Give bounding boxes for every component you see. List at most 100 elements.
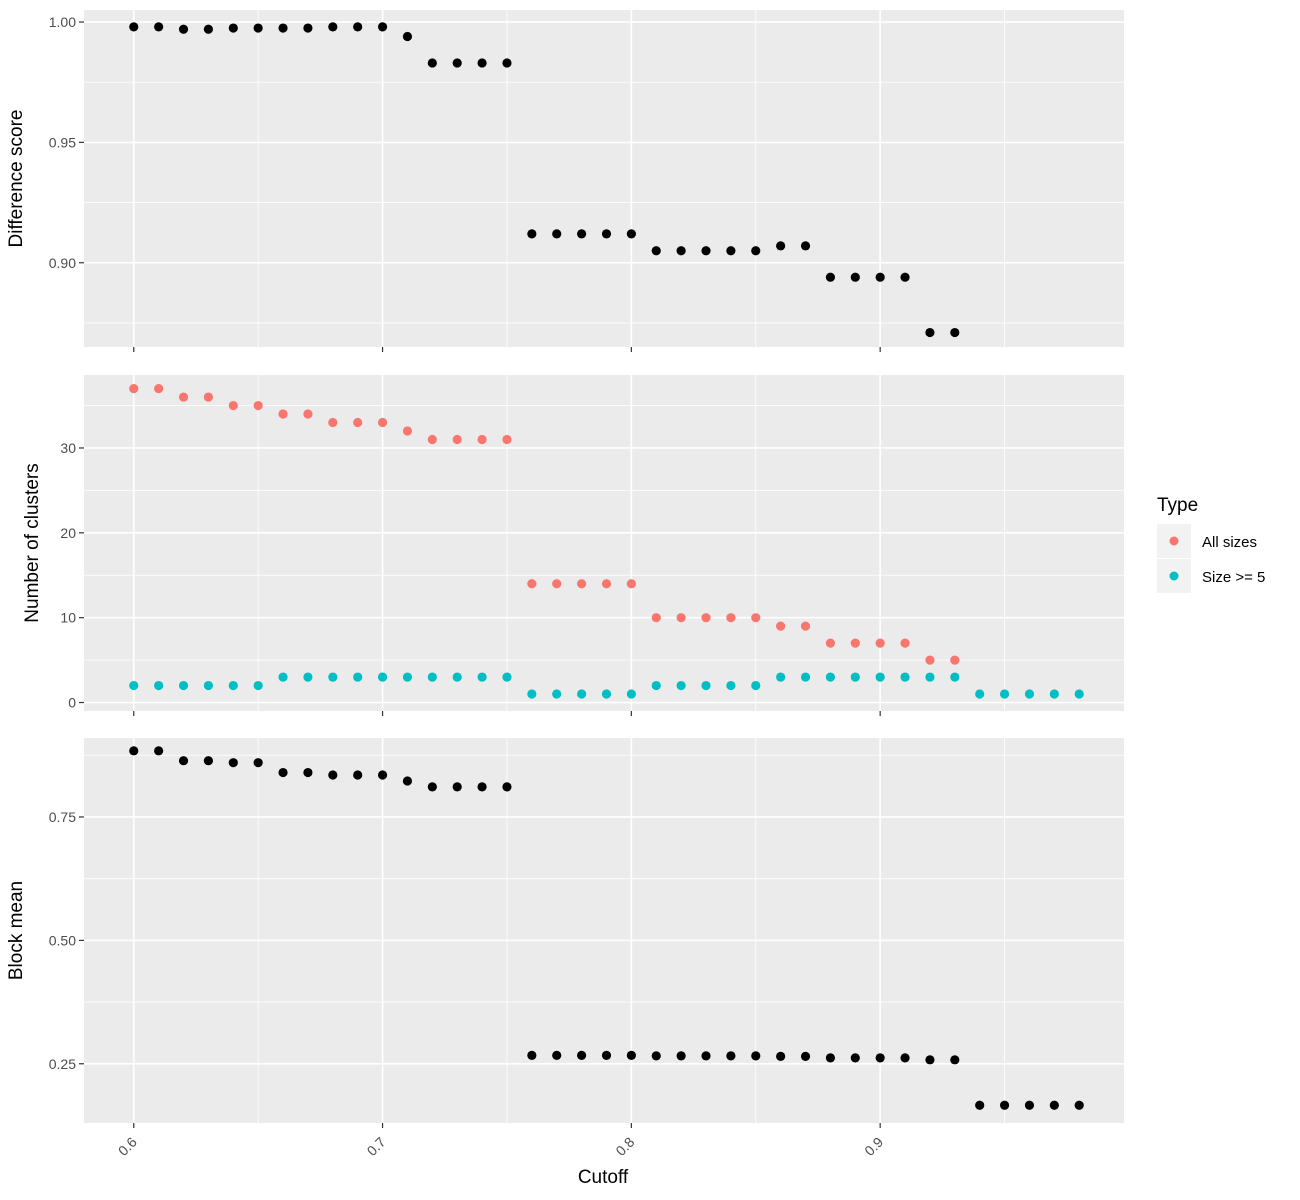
y-tick-label: 1.00 [49,14,76,30]
y-tick-label: 0.75 [49,809,76,825]
data-point [278,672,288,682]
data-point [701,680,711,691]
data-point [776,672,786,682]
data-point [178,680,189,691]
data-point [850,272,860,282]
data-point [626,689,636,699]
y-axis-title: Block mean [6,881,27,980]
data-point [875,672,885,682]
data-point [577,1050,587,1060]
legend-label-size-ge-5: Size >= 5 [1202,569,1265,586]
data-point [203,392,214,402]
data-point [552,1050,562,1060]
panel-background [84,375,1124,711]
data-point [875,638,885,648]
data-point [651,680,661,691]
data-point [776,241,786,251]
data-point [825,672,836,682]
data-point [353,417,363,428]
data-point [154,22,164,32]
data-point [303,767,313,778]
data-point [751,680,761,691]
data-point [502,434,512,445]
data-point [452,58,462,68]
data-point [427,782,437,792]
data-point [676,680,686,691]
data-point [154,746,164,756]
data-point [800,241,811,251]
data-point [825,272,836,282]
data-point [900,672,910,682]
data-point [427,434,437,445]
data-point [353,22,363,32]
data-point [1024,689,1035,699]
data-point [875,272,885,282]
data-point [552,229,562,239]
data-point [402,31,413,42]
data-point [129,22,139,32]
data-point [129,746,139,756]
data-point [527,229,537,239]
data-point [975,1100,985,1110]
data-point [950,672,960,682]
y-tick-label: 30 [60,440,76,456]
panel-background [84,10,1124,347]
data-point [477,58,487,68]
data-point [377,417,388,428]
data-point [701,613,711,623]
panel-1: 0.90 0.95 1.00 Difference score [6,10,1124,352]
data-point [303,409,313,419]
data-point [278,23,288,33]
data-point [527,579,537,589]
data-point [925,1055,935,1065]
data-point [154,680,164,691]
data-point [477,672,487,682]
data-point [601,579,612,589]
data-point [676,246,686,256]
panels-layer: 0.90 0.95 1.00 Difference score 0 10 20 30 Numbe… [6,10,1124,1128]
panel-3: 0.25 0.50 0.75 Block mean [6,738,1124,1128]
legend-key-all-sizes [1169,536,1179,546]
data-point [577,579,587,589]
data-point [228,400,238,411]
data-point [253,680,263,691]
data-point [577,229,587,239]
x-tick-label: 0.6 [115,1134,140,1159]
data-point [999,1100,1010,1110]
x-tick-label: 0.7 [364,1134,389,1159]
data-point [577,689,587,699]
panel-2: 0 10 20 30 Number of clusters [22,375,1124,716]
legend-title: Type [1157,495,1198,516]
y-tick-label: 0.90 [49,255,76,271]
data-point [502,58,512,68]
data-point [402,776,413,786]
panel-background [84,738,1124,1123]
y-axis-title: Number of clusters [22,463,43,622]
data-point [950,1055,960,1065]
data-point [925,327,935,338]
y-tick-label: 0.50 [49,932,76,948]
legend-label-all-sizes: All sizes [1202,534,1257,551]
data-point [203,756,214,766]
data-point [527,1050,537,1060]
data-point [1024,1100,1035,1110]
y-tick-label: 0.25 [49,1056,76,1072]
data-point [1074,689,1084,699]
data-point [999,689,1010,699]
data-point [776,1051,786,1061]
data-point [626,1050,636,1060]
legend-key-size-ge-5 [1169,571,1179,581]
data-point [751,246,761,256]
x-axis: 0.6 0.7 0.8 0.9 [115,1134,887,1159]
data-point [800,621,811,631]
data-point [701,246,711,256]
data-point [900,272,910,282]
data-point [726,246,736,256]
data-point [950,655,960,665]
data-point [925,655,935,665]
data-point [377,672,388,682]
data-point [751,613,761,623]
x-tick-label: 0.8 [612,1134,637,1159]
series-1 [129,22,960,338]
